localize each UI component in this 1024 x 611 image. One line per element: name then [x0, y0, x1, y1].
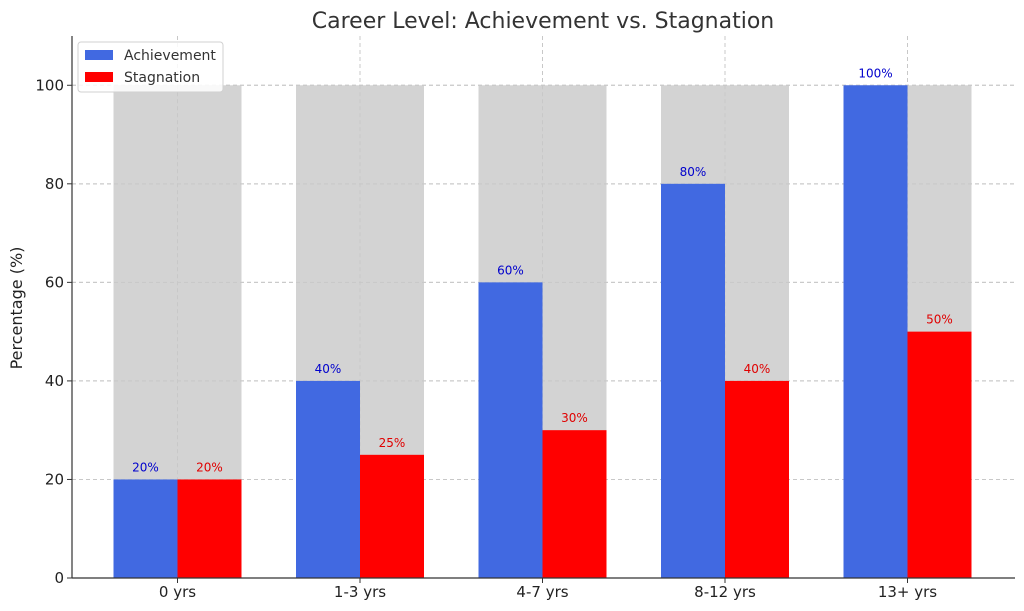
legend-swatch — [85, 50, 113, 60]
achievement-bar — [296, 380, 360, 578]
achievement-data-label: 100% — [858, 66, 892, 80]
stagnation-bar — [542, 430, 607, 578]
stagnation-data-label: 50% — [926, 313, 953, 327]
stagnation-bar — [177, 479, 242, 578]
achievement-data-label: 60% — [497, 263, 524, 277]
x-tick-label: 8-12 yrs — [694, 583, 756, 601]
achievement-data-label: 80% — [680, 165, 707, 179]
axes: 0 20 40 60 80 100 0 yrs 1-3 yrs 4-7 yrs 8-12 yrs 1… — [35, 36, 1015, 601]
x-tick-label: 0 yrs — [159, 583, 196, 601]
legend-label: Achievement — [124, 48, 216, 64]
x-tick-label: 1-3 yrs — [334, 583, 386, 601]
legend-label: Stagnation — [124, 70, 200, 86]
achievement-data-label: 40% — [315, 362, 342, 376]
y-tick-label: 0 — [54, 569, 64, 587]
legend-swatch — [85, 72, 113, 82]
x-tick-label: 13+ yrs — [878, 583, 937, 601]
y-axis-label: Percentage (%) — [7, 247, 26, 370]
data-bars — [113, 85, 972, 578]
y-tick-label: 40 — [45, 372, 64, 390]
stagnation-data-label: 25% — [379, 436, 406, 450]
y-tick-label: 100 — [35, 76, 64, 94]
y-tick-label: 80 — [45, 175, 64, 193]
x-tick-label: 4-7 yrs — [516, 583, 568, 601]
y-tick-label: 20 — [45, 470, 64, 488]
chart-title: Career Level: Achievement vs. Stagnation — [312, 9, 775, 34]
achievement-data-label: 20% — [132, 460, 159, 474]
achievement-bar — [113, 479, 178, 578]
stagnation-bar — [907, 331, 972, 578]
stagnation-data-label: 20% — [196, 460, 223, 474]
stagnation-bar — [725, 380, 789, 578]
stagnation-bar — [360, 454, 424, 578]
achievement-bar — [843, 85, 908, 578]
y-tick-label: 60 — [45, 273, 64, 291]
stagnation-data-label: 40% — [744, 362, 771, 376]
stagnation-data-label: 30% — [561, 411, 588, 425]
legend: Achievement Stagnation — [77, 41, 224, 93]
data-labels: 20% 40% 60% 80% 100% 20% 25% 30% 40% 50% — [132, 66, 953, 474]
legend-box — [77, 41, 224, 93]
achievement-bar — [478, 282, 543, 578]
achievement-bar — [661, 183, 725, 578]
